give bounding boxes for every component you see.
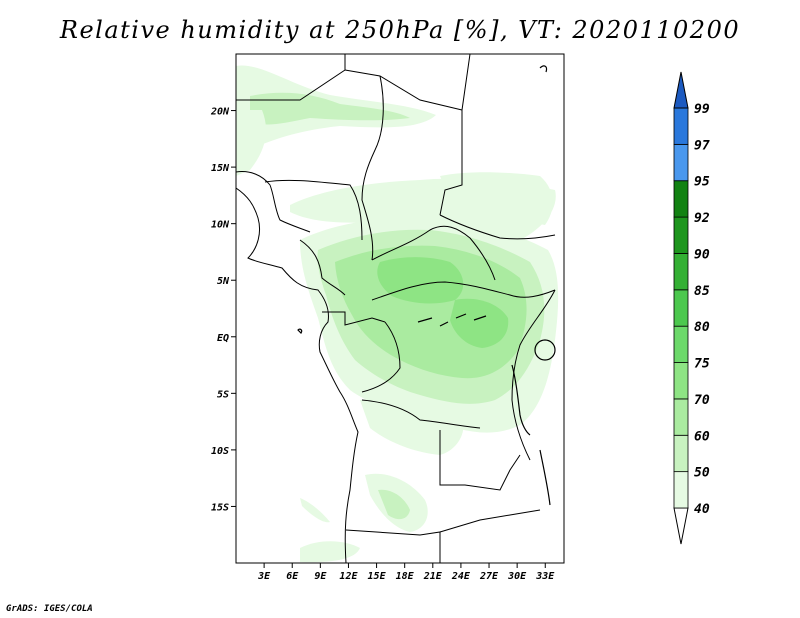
lon-tick-label: 30E [507,571,527,582]
lon-tick-label: 18E [396,571,415,582]
colorbar-label: 90 [694,247,710,262]
border-car-drc [371,281,556,301]
humidity-area-south-tail [300,541,360,563]
lat-tick-label: 10N [211,220,230,231]
colorbar-swatch [673,143,689,182]
grads-credit: GrADS: IGES/COLA [6,604,93,614]
border-nigeria-cameroon [299,239,346,296]
lat-tick-label: 15N [211,163,230,174]
lon-tick-label: 33E [535,571,555,582]
humidity-area-core-2 [450,298,509,348]
colorbar-swatch [673,289,689,327]
lon-tick-label: 15E [368,571,387,582]
lake-victoria [534,339,556,361]
humidity-area-core-1 [377,257,464,304]
colorbar-label: 85 [694,284,710,299]
humidity-area-atlantic-streak [300,498,330,523]
lat-tick-label: 10S [211,446,229,457]
lon-tick-label: 12E [339,571,358,582]
colorbar-swatch [673,434,689,473]
lon-tick-label: 6E [286,571,299,582]
lake-chad-marks [417,313,487,327]
colorbar-label: 99 [694,102,710,117]
humidity-area-sahara-north-inner [250,92,410,125]
colorbar-label: 80 [694,320,710,335]
humidity-shading [236,65,559,563]
lon-tick-label: 27E [479,571,499,582]
humidity-area-angola-inner [378,489,410,520]
colorbar: 40 50 60 70 75 80 85 90 92 95 97 99 [673,71,710,545]
colorbar-swatch [673,180,689,218]
border-east-africa [511,289,556,461]
border-niger-nigeria [264,179,363,241]
lon-tick-label: 9E [314,571,327,582]
colorbar-label: 92 [694,211,710,226]
colorbar-bottom-arrow [673,507,689,545]
lat-tick-label: 20N [210,107,230,118]
lon-tick-label: 24E [451,571,471,582]
coastline-west-africa [236,187,359,563]
humidity-area-west-coast [236,110,266,176]
border-chad-car [371,225,496,281]
lat-tick-label: EQ [217,333,229,344]
colorbar-swatch [673,362,689,400]
colorbar-label: 70 [694,393,710,408]
humidity-area-sahel-east [440,172,553,225]
lakes-islands [297,65,556,506]
border-cameroon-congo [322,311,386,326]
lake-malawi [539,449,551,506]
longitude-axis: 3E 6E 9E 12E 15E 18E 21E 24E 27E 30E 33E [257,563,555,582]
colorbar-swatch [673,471,689,509]
border-sudan-south-sudan [439,214,556,240]
lat-tick-label: 5S [217,389,229,400]
border-sahara-2 [344,54,471,111]
colorbar-swatch [673,216,689,254]
colorbar-swatch [673,398,689,436]
border-zambia-zimbabwe [439,509,541,533]
border-drc-angola [361,399,481,429]
colorbar-label: 50 [694,466,710,481]
border-congo-drc [361,321,401,393]
island-bioko [297,328,303,334]
lon-tick-label: 3E [257,571,271,582]
map-title: Relative humidity at 250hPa [%], VT: 202… [59,16,741,44]
colorbar-label: 75 [694,357,710,372]
colorbar-swatch [673,107,689,145]
colorbar-label: 95 [694,175,710,190]
border-angola-zambia [439,430,521,491]
colorbar-swatch [673,253,689,291]
lat-tick-label: 15S [211,502,229,513]
coastlines-borders [236,54,556,563]
latitude-axis: 20N 15N 10N 5N EQ 5S 10S 15S [210,107,236,513]
humidity-area-south [360,398,464,455]
border-egypt-sudan [439,110,463,216]
border-libya-chad [361,75,384,261]
colorbar-top-arrow [673,71,689,109]
border-mali-burkina [236,171,311,233]
colorbar-label: 40 [694,502,710,517]
colorbar-swatch [673,325,689,363]
lake-tanganyika [511,364,531,436]
island-red-sea [539,65,548,73]
border-namibia [345,529,441,563]
lon-tick-label: 21E [423,571,443,582]
colorbar-label: 97 [694,138,710,153]
map-frame [235,53,565,564]
colorbar-label: 60 [694,429,710,444]
lat-tick-label: 5N [217,276,230,287]
border-sahara-1 [236,54,346,101]
